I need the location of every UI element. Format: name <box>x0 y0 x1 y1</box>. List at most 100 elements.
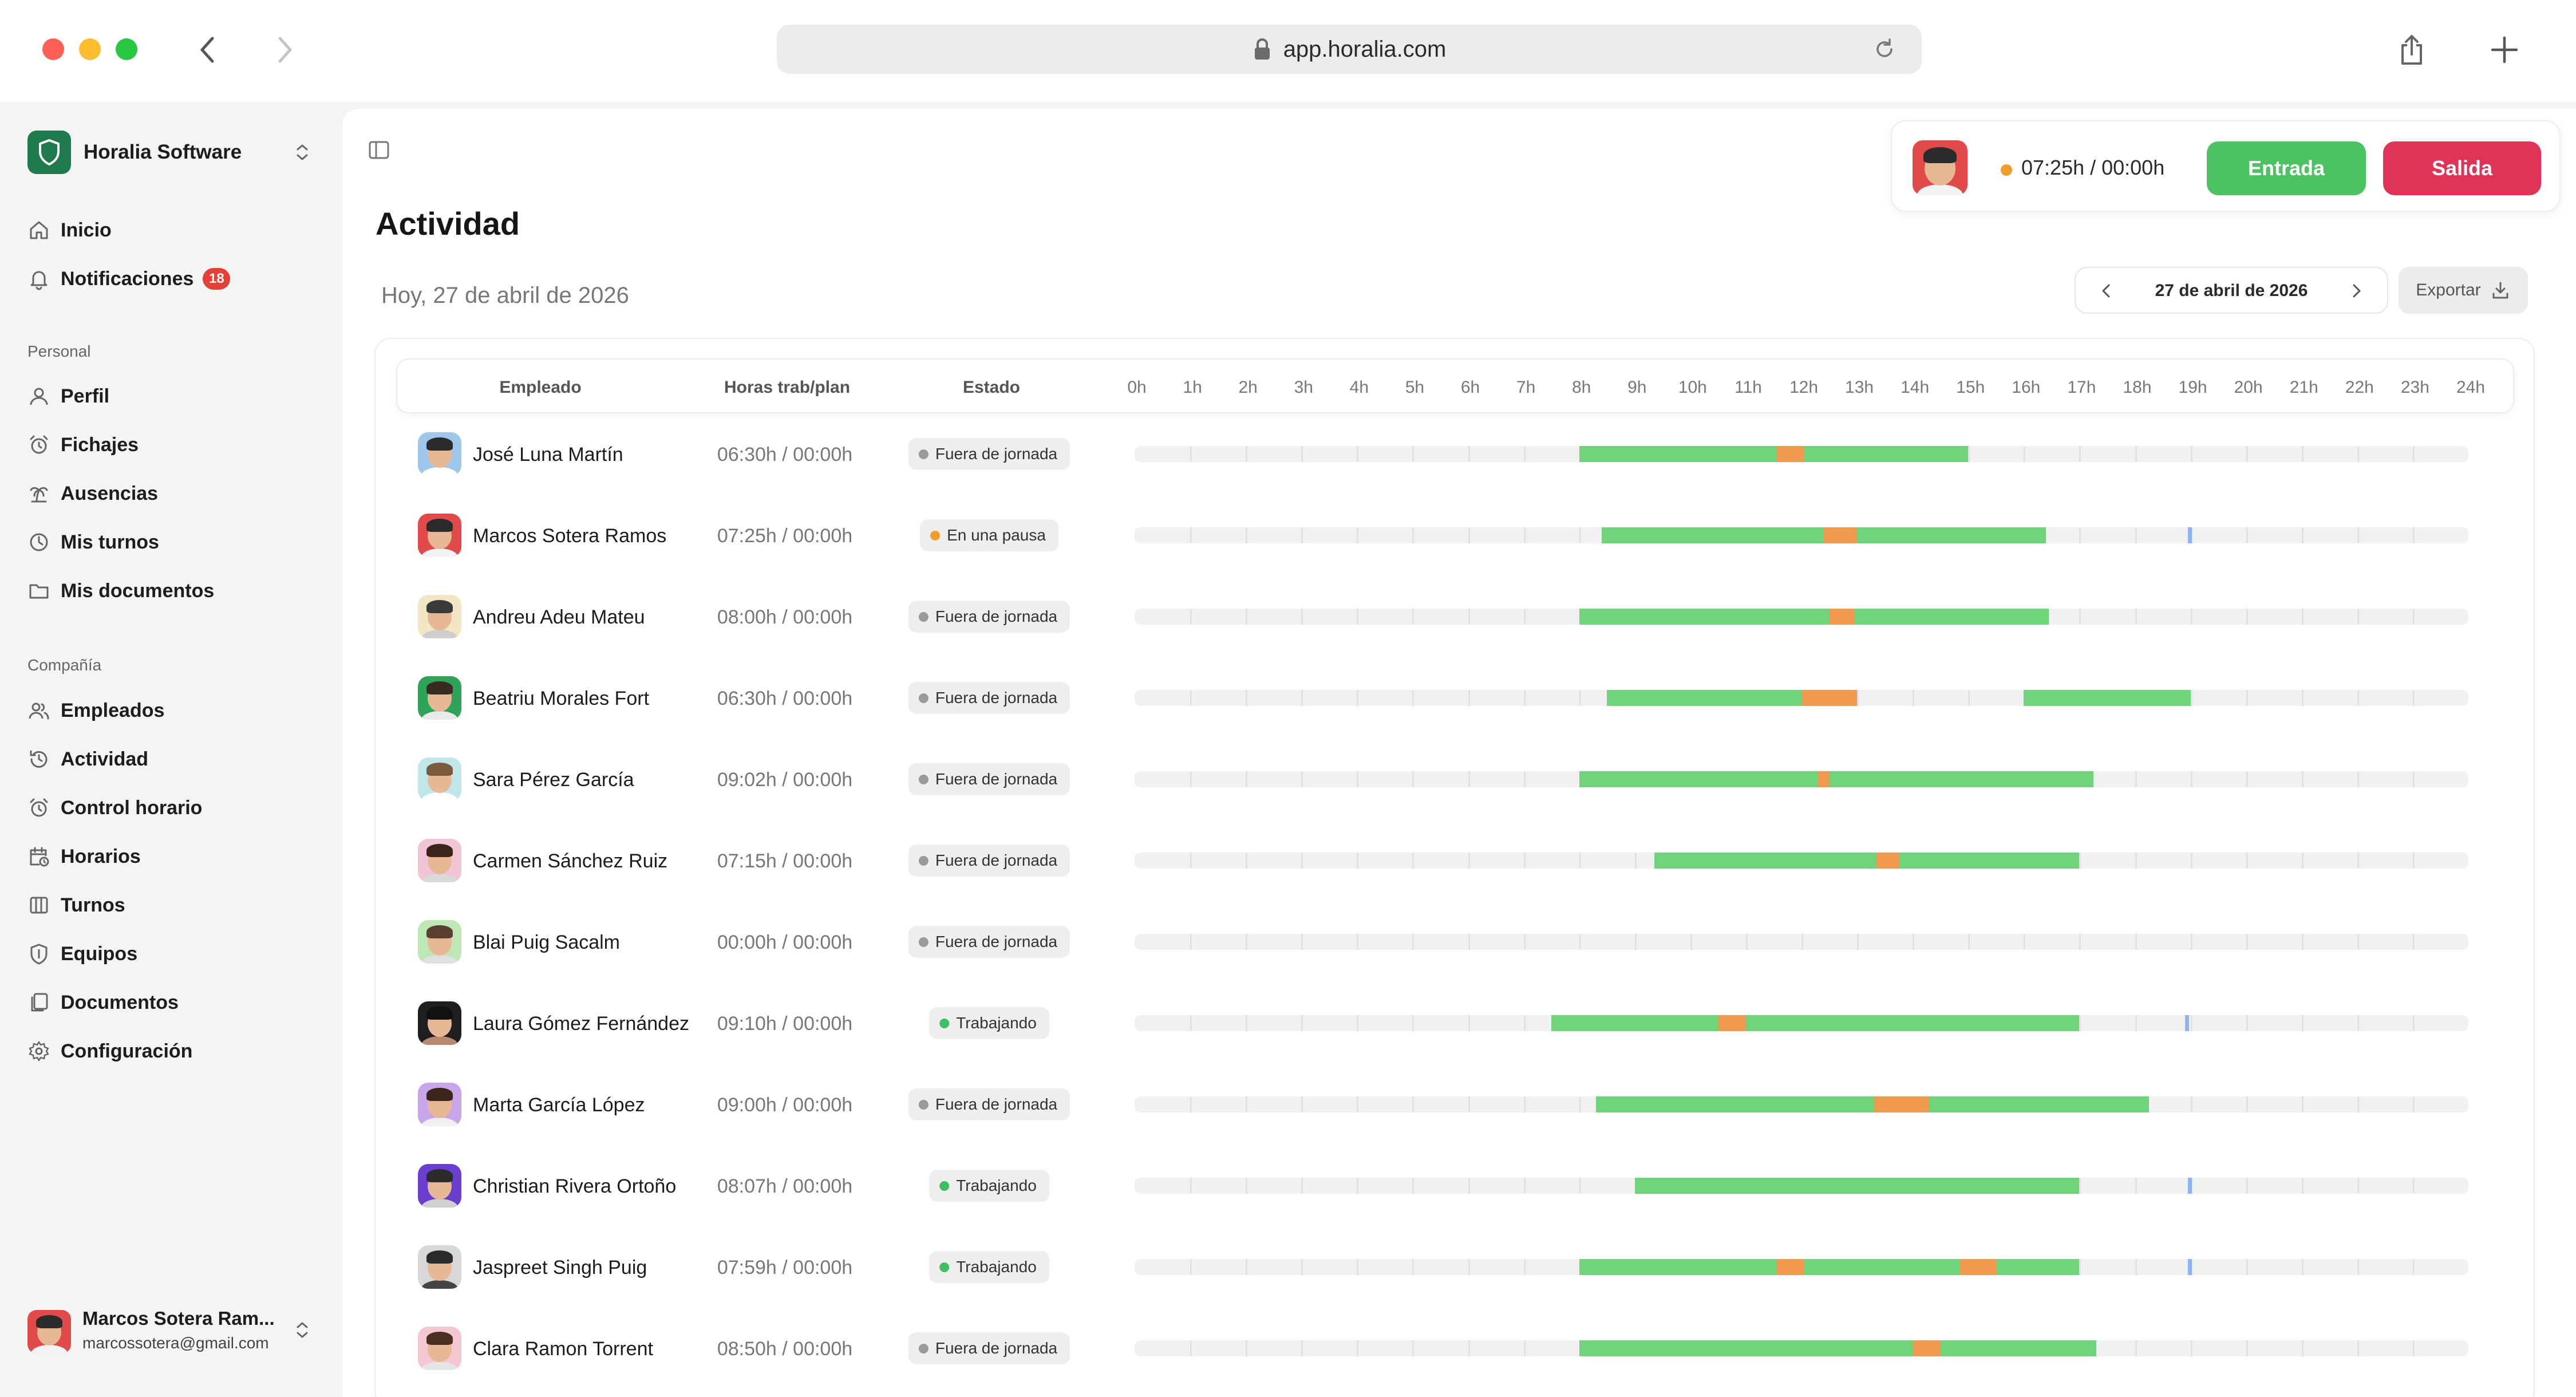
close-window-button[interactable] <box>42 38 64 60</box>
sidebar-item-notificaciones[interactable]: Notificaciones 18 <box>27 262 231 296</box>
share-button[interactable] <box>2392 30 2432 70</box>
folder-icon <box>29 584 49 599</box>
selected-date[interactable]: 27 de abril de 2026 <box>2155 281 2308 300</box>
work-segment <box>1745 1015 2080 1031</box>
table-row[interactable]: Blai Puig Sacalm 00:00h / 00:00h Fuera de … <box>374 902 2535 983</box>
hour-tick <box>2246 446 2248 462</box>
status-dot <box>918 774 929 784</box>
hour-tick <box>1412 1015 1415 1031</box>
timeline-track <box>1135 446 2468 462</box>
employee-name[interactable]: Marta García López <box>473 1094 645 1116</box>
hour-tick <box>2357 1096 2359 1112</box>
sidebar-item-turnos[interactable]: Turnos <box>27 888 125 922</box>
timeline-track <box>1135 853 2468 869</box>
forward-button[interactable] <box>264 30 305 70</box>
sidebar-item-fichajes[interactable]: Fichajes <box>27 428 139 462</box>
table-row[interactable]: Carmen Sánchez Ruiz 07:15h / 00:00h Fuera … <box>374 820 2535 902</box>
chevron-left-icon <box>200 37 214 63</box>
back-button[interactable] <box>188 30 228 70</box>
hour-tick <box>2357 1015 2359 1031</box>
status-label: En una pausa <box>947 526 1046 544</box>
user-menu[interactable]: Marcos Sotera Ram... marcossotera@gmail.… <box>27 1304 314 1356</box>
hour-tick <box>2135 609 2137 625</box>
hour-tick <box>1357 1015 1359 1031</box>
alarm-clock-icon <box>30 435 48 454</box>
bell-icon <box>30 271 48 290</box>
sidebar-item-label: Mis documentos <box>61 579 215 602</box>
clock-in-button[interactable]: Entrada <box>2207 141 2366 195</box>
table-row[interactable]: Jaspreet Singh Puig 07:59h / 00:00h Trabaj… <box>374 1227 2535 1308</box>
export-button[interactable]: Exportar <box>2399 267 2528 314</box>
table-row[interactable]: Sara Pérez García 09:02h / 00:00h Fuera de… <box>374 739 2535 820</box>
employee-name[interactable]: Clara Ramon Torrent <box>473 1338 653 1360</box>
employee-name[interactable]: Blai Puig Sacalm <box>473 932 621 953</box>
sidebar-item-perfil[interactable]: Perfil <box>27 379 109 413</box>
table-row[interactable]: Beatriu Morales Fort 06:30h / 00:00h Fuera… <box>374 658 2535 739</box>
table-row[interactable]: Laura Gómez Fernández 09:10h / 00:00h Trab… <box>374 983 2535 1064</box>
minimize-window-button[interactable] <box>79 38 101 60</box>
employee-name[interactable]: Andreu Adeu Mateu <box>473 606 645 628</box>
sidebar-item-inicio[interactable]: Inicio <box>27 213 112 247</box>
status-badge: Trabajando <box>929 1170 1049 1202</box>
table-row[interactable]: Marta García López 09:00h / 00:00h Fuera d… <box>374 1064 2535 1146</box>
hour-tick <box>1412 853 1415 869</box>
org-switcher[interactable]: Horalia Software <box>27 131 314 174</box>
status-badge: Fuera de jornada <box>908 682 1070 714</box>
employee-name[interactable]: Christian Rivera Ortoño <box>473 1175 677 1197</box>
employee-name[interactable]: Sara Pérez García <box>473 769 634 791</box>
sidebar-item-mis-documentos[interactable]: Mis documentos <box>27 574 214 608</box>
sidebar-item-mis-turnos[interactable]: Mis turnos <box>27 525 159 559</box>
table-row[interactable]: José Luna Martín 06:30h / 00:00h Fuera de … <box>374 414 2535 495</box>
hour-tick <box>2412 853 2415 869</box>
employee-name[interactable]: Laura Gómez Fernández <box>473 1013 689 1035</box>
new-tab-button[interactable] <box>2484 30 2524 70</box>
status-badge: Trabajando <box>929 1251 1049 1283</box>
pause-segment <box>1876 853 1899 869</box>
hour-tick <box>2357 609 2359 625</box>
reload-icon[interactable] <box>1872 37 1897 61</box>
sidebar-item-equipos[interactable]: Equipos <box>27 937 137 971</box>
sidebar-item-empleados[interactable]: Empleados <box>27 693 164 728</box>
employee-name[interactable]: Carmen Sánchez Ruiz <box>473 850 668 872</box>
sidebar-item-ausencias[interactable]: Ausencias <box>27 476 158 511</box>
maximize-window-button[interactable] <box>116 38 137 60</box>
sidebar-toggle-icon[interactable] <box>366 137 392 163</box>
table-row[interactable]: Marcos Sotera Ramos 07:25h / 00:00h En una… <box>374 495 2535 577</box>
columns-icon <box>30 897 48 914</box>
hour-tick <box>2357 527 2359 543</box>
hour-tick <box>1301 446 1303 462</box>
sidebar-item-configuracion[interactable]: Configuración <box>27 1034 192 1068</box>
table-row[interactable]: Andreu Adeu Mateu 08:00h / 00:00h Fuera de… <box>374 577 2535 658</box>
status-label: Fuera de jornada <box>935 933 1058 950</box>
chevron-left-icon[interactable] <box>2096 281 2117 301</box>
users-icon <box>29 703 49 720</box>
clock-out-button[interactable]: Salida <box>2383 141 2541 195</box>
sidebar-item-actividad[interactable]: Actividad <box>27 742 148 776</box>
address-bar[interactable]: app.horalia.com <box>777 25 1922 74</box>
sidebar-item-horarios[interactable]: Horarios <box>27 839 141 874</box>
hour-tick <box>1968 690 1970 706</box>
hour-tick <box>2079 1259 2081 1275</box>
work-segment <box>1579 446 1777 462</box>
hour-tick <box>1579 1096 1581 1112</box>
table-row[interactable]: Christian Rivera Ortoño 08:07h / 00:00h Tr… <box>374 1146 2535 1227</box>
sidebar-item-documentos[interactable]: Documentos <box>27 985 179 1020</box>
work-segment <box>1898 853 2080 869</box>
hour-tick <box>2079 527 2081 543</box>
hour-tick <box>1190 690 1192 706</box>
employee-name[interactable]: Jaspreet Singh Puig <box>473 1257 647 1278</box>
pause-segment <box>1801 690 1858 706</box>
employee-name[interactable]: José Luna Martín <box>473 444 623 465</box>
sidebar-item-control-horario[interactable]: Control horario <box>27 791 202 825</box>
employee-name[interactable]: Marcos Sotera Ramos <box>473 525 667 547</box>
chevron-right-icon[interactable] <box>2346 281 2366 301</box>
hour-tick <box>2190 609 2192 625</box>
hour-tick <box>2246 771 2248 787</box>
employee-name[interactable]: Beatriu Morales Fort <box>473 688 649 709</box>
hour-label: 7h <box>1516 378 1536 397</box>
hour-label: 6h <box>1460 378 1480 397</box>
table-row[interactable]: Clara Ramon Torrent 08:50h / 00:00h Fuera … <box>374 1308 2535 1390</box>
hour-tick <box>1412 446 1415 462</box>
hour-tick <box>1523 771 1526 787</box>
status-label: Fuera de jornada <box>935 607 1058 625</box>
